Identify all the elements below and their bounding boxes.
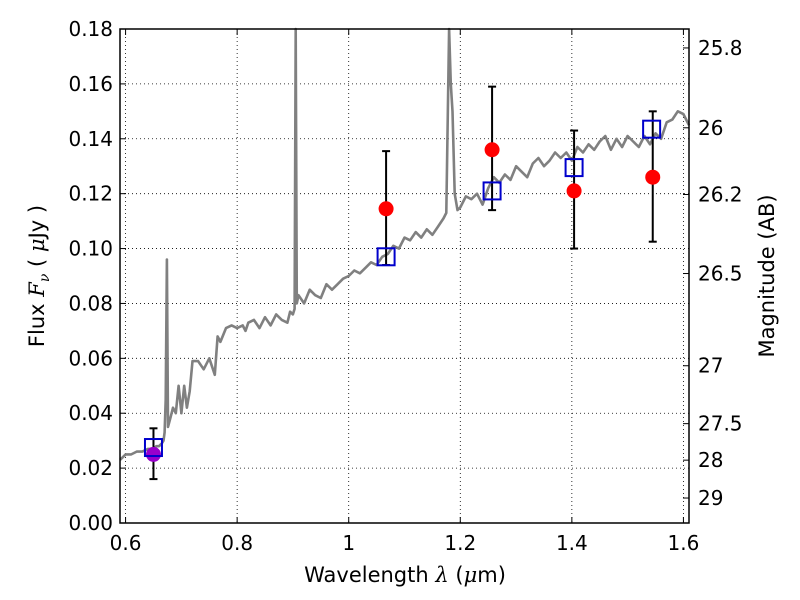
model-square: [642, 119, 662, 139]
x-tick-label: 1.6: [668, 531, 700, 555]
y-tick-label: 0.04: [68, 401, 113, 425]
y-tick-label: 0.16: [68, 72, 113, 96]
grid: [120, 28, 689, 524]
x-tick-label: 1.4: [556, 531, 588, 555]
data-point: [645, 169, 661, 185]
y-tick-label: 0.08: [68, 291, 113, 315]
y-tick-label: 0.18: [68, 17, 113, 41]
y-tick-label: 0.02: [68, 456, 113, 480]
y-axis-label: Flux Fν ( μJy ): [25, 205, 53, 347]
right-tick-label: 25.8: [698, 36, 743, 60]
x-tick-label: 0.6: [110, 531, 142, 555]
data-point: [566, 183, 582, 199]
right-axis-label: Magnitude (AB): [755, 194, 779, 357]
x-tick-label: 0.8: [221, 531, 253, 555]
y-tick-label: 0.10: [68, 237, 113, 261]
model-square: [564, 158, 584, 178]
right-tick-label: 29: [698, 486, 723, 510]
spectrum-layer: [119, 27, 691, 461]
x-tick-label: 1.2: [444, 531, 476, 555]
tick-layer: 0.6 0.8 1 1.2 1.4 1.6 0.00 0.02 0.04 0.06 0.08 0.10…: [68, 17, 742, 555]
x-tick-label: 1: [342, 531, 355, 555]
marker-layer: [143, 119, 662, 462]
right-tick-label: 27: [698, 354, 723, 378]
plot-frame: [119, 28, 690, 524]
right-tick-label: 28: [698, 448, 723, 472]
y-tick-label: 0.06: [68, 346, 113, 370]
errorbar-layer: [149, 85, 657, 481]
y-tick-label: 0.12: [68, 182, 113, 206]
right-tick-label: 26: [698, 116, 723, 140]
right-tick-label: 27.5: [698, 412, 743, 436]
model-square: [143, 438, 163, 458]
right-tick-label: 26.2: [698, 182, 743, 206]
y-tick-label: 0.00: [68, 511, 113, 535]
y-tick-label: 0.14: [68, 127, 113, 151]
data-point: [378, 201, 394, 217]
model-square: [376, 247, 396, 267]
spectrum-line: [119, 27, 691, 461]
x-axis-label: Wavelength λ (μm): [304, 563, 506, 587]
data-point: [145, 446, 161, 462]
data-point: [484, 142, 500, 158]
right-tick-label: 26.5: [698, 262, 743, 286]
model-square: [482, 181, 502, 201]
